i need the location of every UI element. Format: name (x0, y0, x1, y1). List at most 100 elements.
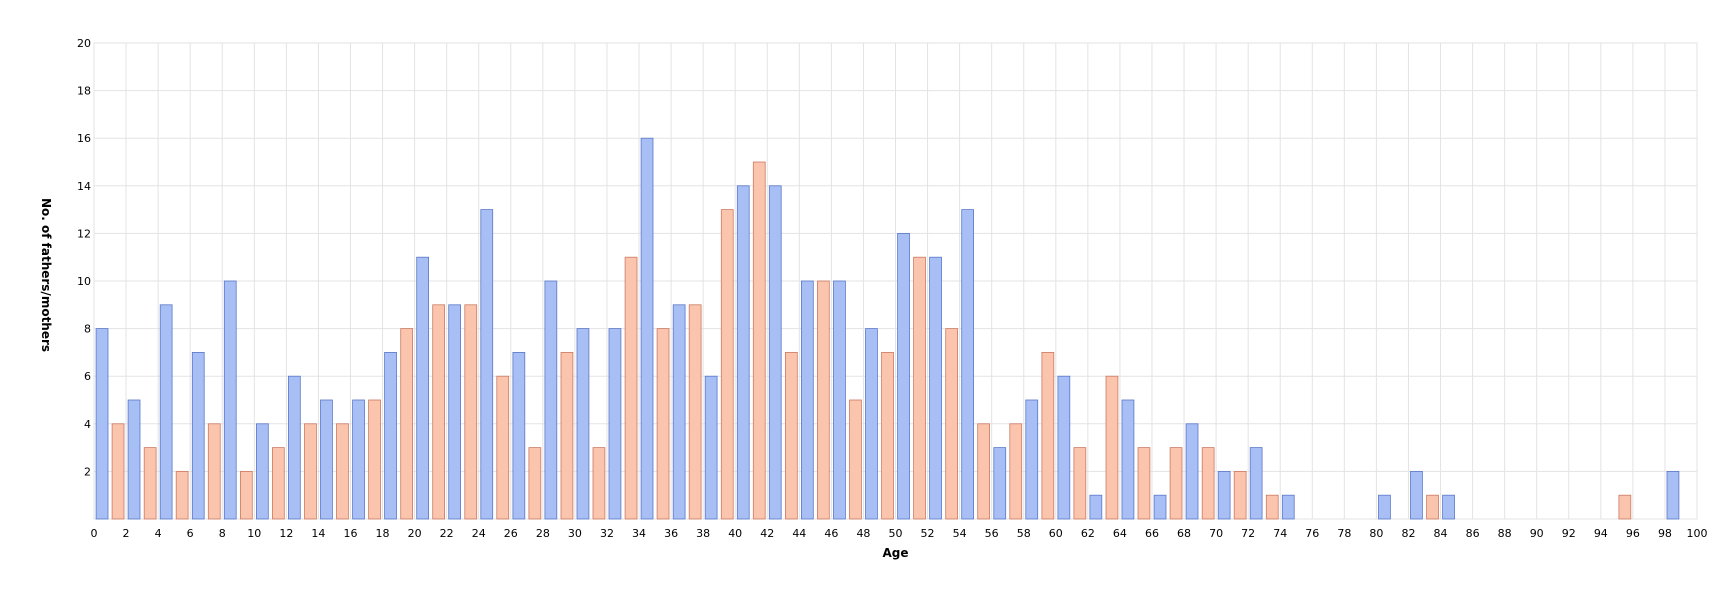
bar-series-1-95 (1618, 494, 1632, 520)
x-tick-label: 74 (1273, 527, 1287, 540)
bar-series-0-8 (223, 280, 237, 520)
x-tick-label: 16 (343, 527, 357, 540)
x-tick-label: 30 (568, 527, 582, 540)
bar-series-0-32 (608, 328, 622, 520)
plot-area (93, 42, 1698, 520)
bar-series-0-34 (640, 137, 654, 520)
bar-series-1-55 (977, 423, 991, 520)
bar-series-0-10 (255, 423, 269, 520)
bar-series-1-69 (1201, 447, 1215, 520)
x-tick-label: 8 (219, 527, 226, 540)
bar-series-1-35 (656, 328, 670, 520)
bar-series-1-53 (945, 328, 959, 520)
bar-series-0-68 (1185, 423, 1199, 520)
bar-series-1-51 (913, 256, 926, 520)
bar-series-1-15 (336, 423, 349, 520)
x-tick-label: 20 (408, 527, 422, 540)
bar-series-1-43 (785, 351, 798, 520)
bar-series-0-58 (1025, 399, 1039, 520)
bar-series-0-36 (672, 304, 686, 520)
x-tick-label: 46 (824, 527, 838, 540)
bar-series-1-31 (592, 447, 606, 520)
bar-series-0-0 (95, 328, 109, 520)
bar-series-0-20 (416, 256, 430, 520)
x-tick-label: 90 (1530, 527, 1544, 540)
x-tick-label: 86 (1466, 527, 1480, 540)
bar-series-0-40 (736, 185, 750, 520)
bar-series-1-19 (400, 328, 414, 520)
bar-series-0-6 (191, 351, 205, 520)
x-tick-label: 54 (953, 527, 967, 540)
y-tick-label: 6 (84, 370, 91, 383)
bar-series-0-60 (1057, 375, 1071, 520)
y-axis-ticks: 2 4 6 8 10 12 14 16 18 20 (77, 37, 91, 478)
bar-series-1-47 (849, 399, 862, 520)
bar-series-0-4 (159, 304, 173, 520)
bar-series-1-27 (528, 447, 542, 520)
bar-series-0-74 (1281, 494, 1295, 520)
bar-series-1-63 (1105, 375, 1119, 520)
bar-series-0-46 (833, 280, 846, 520)
x-tick-label: 42 (760, 527, 774, 540)
bar-series-1-21 (432, 304, 446, 520)
x-tick-label: 76 (1305, 527, 1319, 540)
x-tick-label: 36 (664, 527, 678, 540)
y-tick-label: 10 (77, 275, 91, 288)
bar-series-1-29 (560, 351, 574, 520)
bar-series-1-57 (1009, 423, 1023, 520)
x-tick-label: 84 (1434, 527, 1448, 540)
bar-series-0-16 (352, 399, 365, 520)
x-tick-label: 34 (632, 527, 646, 540)
bar-series-1-3 (143, 447, 157, 520)
x-tick-label: 50 (889, 527, 903, 540)
y-tick-label: 14 (77, 180, 91, 193)
x-tick-label: 48 (856, 527, 870, 540)
x-tick-label: 60 (1049, 527, 1063, 540)
bar-series-0-24 (480, 209, 494, 520)
x-tick-label: 68 (1177, 527, 1191, 540)
bar-series-0-70 (1217, 470, 1231, 520)
x-tick-label: 38 (696, 527, 710, 540)
bar-series-0-54 (961, 209, 975, 520)
bar-series-1-61 (1073, 447, 1087, 520)
x-tick-label: 88 (1498, 527, 1512, 540)
bar-series-0-12 (287, 375, 301, 520)
bar-series-0-18 (384, 351, 397, 520)
x-tick-label: 66 (1145, 527, 1159, 540)
x-tick-label: 32 (600, 527, 614, 540)
x-tick-label: 82 (1401, 527, 1415, 540)
bar-series-0-22 (448, 304, 462, 520)
x-tick-label: 94 (1594, 527, 1608, 540)
x-tick-label: 12 (279, 527, 293, 540)
x-tick-label: 22 (440, 527, 454, 540)
bar-series-1-25 (496, 375, 510, 520)
bar-series-1-45 (817, 280, 830, 520)
bar-series-1-7 (207, 423, 221, 520)
x-tick-label: 6 (187, 527, 194, 540)
x-tick-label: 62 (1081, 527, 1095, 540)
x-tick-label: 18 (376, 527, 390, 540)
x-tick-label: 72 (1241, 527, 1255, 540)
bar-series-0-14 (320, 399, 333, 520)
x-tick-label: 40 (728, 527, 742, 540)
x-tick-label: 96 (1626, 527, 1640, 540)
bar-series-0-72 (1249, 447, 1263, 520)
y-tick-label: 18 (77, 85, 91, 98)
x-tick-label: 44 (792, 527, 806, 540)
bar-series-0-64 (1121, 399, 1135, 520)
bar-series-0-42 (768, 185, 782, 520)
bar-series-1-49 (881, 351, 894, 520)
bar-series-0-82 (1410, 470, 1423, 520)
bar-series-0-2 (127, 399, 141, 520)
bar-series-0-80 (1378, 494, 1391, 520)
bar-series-1-67 (1169, 447, 1183, 520)
bar-series-1-13 (304, 423, 317, 520)
bar-series-0-84 (1442, 494, 1455, 520)
x-tick-label: 14 (311, 527, 325, 540)
bar-series-1-5 (175, 470, 189, 520)
bar-series-1-39 (720, 209, 734, 520)
x-tick-label: 80 (1369, 527, 1383, 540)
chart-bars (95, 137, 1680, 520)
x-tick-label: 2 (123, 527, 130, 540)
